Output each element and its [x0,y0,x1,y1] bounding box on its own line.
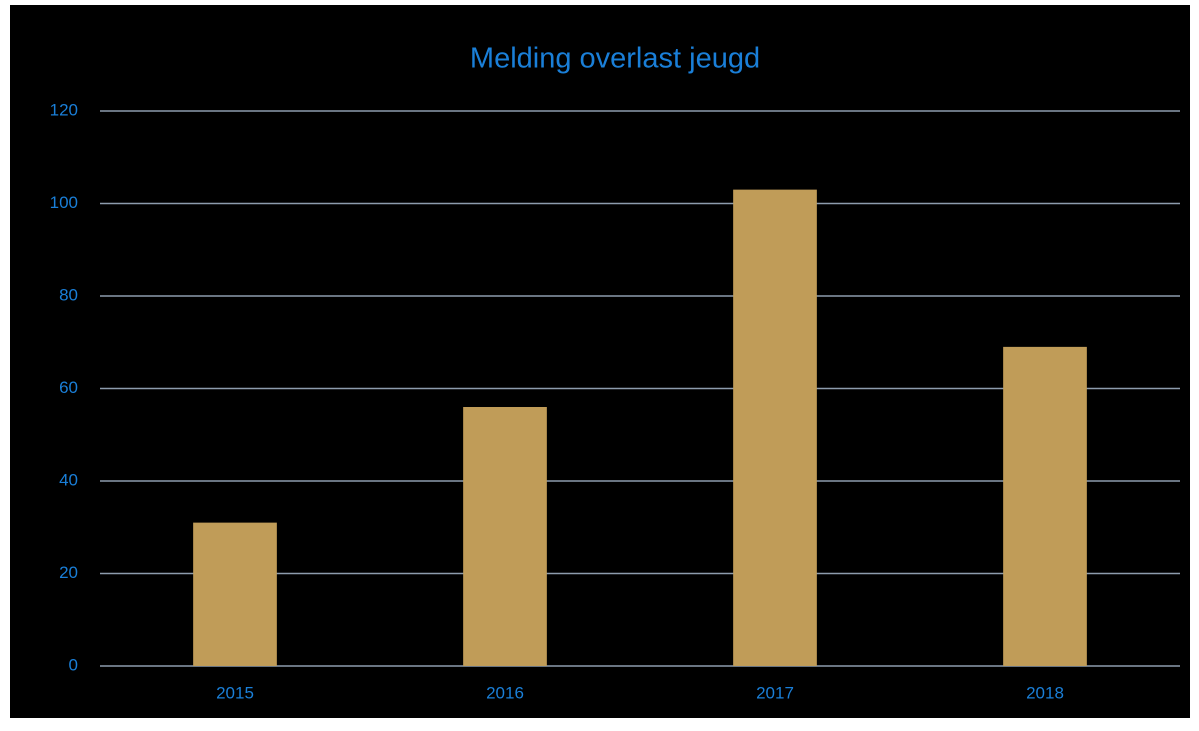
bar [733,189,817,666]
y-tick-label: 0 [69,655,78,674]
y-tick-label: 40 [59,470,78,489]
x-tick-label: 2016 [486,683,524,702]
x-tick-label: 2018 [1026,683,1064,702]
bar [463,407,547,666]
y-tick-label: 120 [50,100,78,119]
x-tick-label: 2017 [756,683,794,702]
chart-title: Melding overlast jeugd [470,43,760,75]
y-tick-label: 100 [50,193,78,212]
y-tick-label: 60 [59,378,78,397]
x-tick-label: 2015 [216,683,254,702]
bar [193,522,277,666]
y-tick-label: 80 [59,285,78,304]
bar [1003,346,1087,666]
y-tick-label: 20 [59,563,78,582]
